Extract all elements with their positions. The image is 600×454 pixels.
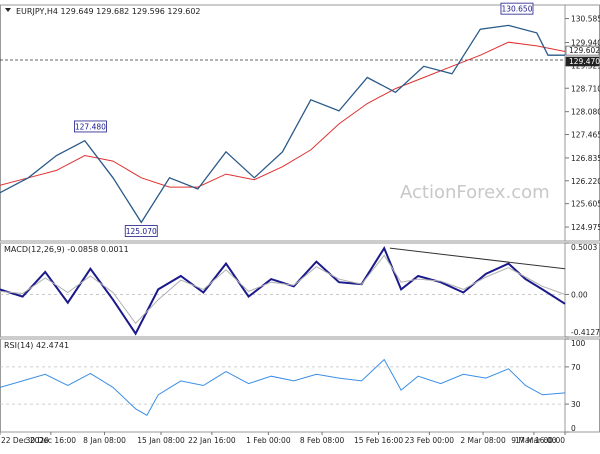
annotation-label-1: 125.070 [126, 227, 157, 236]
current-price-box [565, 45, 600, 56]
price-y-tick-label-0: 124.975 [571, 223, 600, 232]
annotation-label-2: 130.650 [501, 5, 532, 14]
x-tick-label-9: 2 Mar 08:00 [460, 436, 506, 445]
price-y-tick-label-5: 128.080 [571, 108, 600, 117]
price-y-tick-label-2: 126.220 [571, 177, 600, 186]
x-tick-label-5: 1 Feb 00:00 [246, 436, 291, 445]
price-panel-title: EURJPY,H4 129.649 129.682 129.596 129.60… [16, 7, 201, 16]
panel-frame-macd [0, 242, 600, 338]
x-tick-label-1: 30 Dec 16:00 [26, 436, 77, 445]
annotation-box-2 [500, 2, 534, 15]
macd-line [0, 246, 566, 336]
price-y-tick-label-4: 127.465 [571, 131, 600, 140]
current-price-label: 129.602 [569, 46, 600, 55]
moving-average-line [0, 41, 566, 188]
price-y-tick-label-8: 129.940 [571, 39, 600, 48]
panel-frame-rsi [0, 338, 600, 433]
x-tick-label-10: 9 Mar 16:00 [511, 436, 557, 445]
x-tick-label-6: 8 Feb 08:00 [300, 436, 345, 445]
rsi-line [0, 358, 566, 416]
macd-trendline [389, 247, 566, 270]
annotation-label-0: 127.480 [75, 122, 106, 131]
price-y-tick-label-3: 126.835 [571, 154, 600, 163]
macd-y-tick-label-1: 0.00 [571, 291, 588, 300]
rsi-y-tick-label-1: 70 [571, 363, 581, 372]
price-y-tick-label-1: 125.605 [571, 200, 600, 209]
level-label-box [565, 56, 600, 67]
macd-y-tick-label-2: -0.4127 [571, 328, 600, 337]
rsi-y-tick-label-2: 30 [571, 400, 581, 409]
rsi-y-tick-label-0: 100 [571, 339, 586, 348]
macd-panel-title: MACD(12,26,9) -0.0858 0.0011 [4, 245, 129, 254]
x-tick-label-3: 15 Jan 08:00 [137, 436, 185, 445]
rsi-panel-title: RSI(14) 42.4741 [4, 341, 69, 350]
x-tick-label-2: 8 Jan 08:00 [83, 436, 126, 445]
macd-signal-line [0, 254, 566, 325]
price-y-tick-label-9: 130.585 [571, 15, 600, 24]
annotation-box-0 [74, 120, 107, 133]
price-line [0, 24, 565, 224]
x-tick-label-7: 15 Feb 16:00 [354, 436, 403, 445]
price-y-tick-label-6: 128.710 [571, 84, 600, 93]
rsi-y-tick-label-3: 0 [571, 424, 576, 433]
x-tick-label-11: 17 Mar 00:00 [515, 436, 565, 445]
level-label: 129.470 [569, 57, 600, 66]
x-tick-label-0: 22 Dec 2020 [1, 436, 49, 445]
watermark-text: ActionForex.com [400, 182, 550, 203]
annotation-box-1 [124, 225, 158, 237]
x-tick-label-4: 22 Jan 16:00 [188, 436, 236, 445]
macd-y-tick-label-0: 0.5003 [571, 243, 597, 252]
dropdown-triangle-icon [5, 8, 11, 12]
x-tick-label-8: 23 Feb 00:00 [405, 436, 454, 445]
